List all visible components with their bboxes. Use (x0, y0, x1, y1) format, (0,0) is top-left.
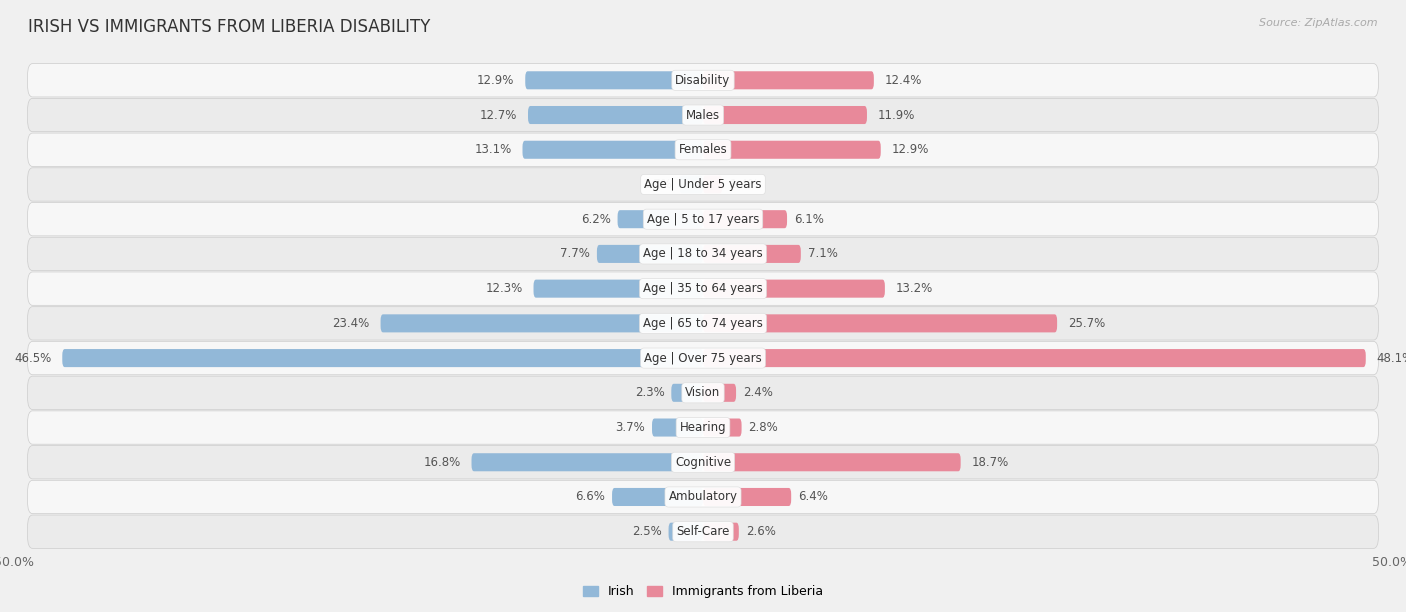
FancyBboxPatch shape (703, 384, 737, 402)
Text: Disability: Disability (675, 74, 731, 87)
FancyBboxPatch shape (28, 99, 1378, 132)
FancyBboxPatch shape (28, 411, 1378, 444)
Text: 13.2%: 13.2% (896, 282, 934, 295)
Text: Age | Over 75 years: Age | Over 75 years (644, 351, 762, 365)
FancyBboxPatch shape (533, 280, 703, 297)
Text: 48.1%: 48.1% (1376, 351, 1406, 365)
Text: 2.5%: 2.5% (631, 525, 662, 538)
Text: 25.7%: 25.7% (1069, 317, 1105, 330)
FancyBboxPatch shape (28, 480, 1378, 513)
Text: 2.6%: 2.6% (745, 525, 776, 538)
Text: Age | 65 to 74 years: Age | 65 to 74 years (643, 317, 763, 330)
FancyBboxPatch shape (703, 210, 787, 228)
Text: 12.4%: 12.4% (884, 74, 922, 87)
Text: Self-Care: Self-Care (676, 525, 730, 538)
FancyBboxPatch shape (669, 523, 703, 541)
FancyBboxPatch shape (703, 106, 868, 124)
FancyBboxPatch shape (529, 106, 703, 124)
FancyBboxPatch shape (612, 488, 703, 506)
Text: 2.8%: 2.8% (748, 421, 778, 434)
FancyBboxPatch shape (703, 453, 960, 471)
Text: Cognitive: Cognitive (675, 456, 731, 469)
FancyBboxPatch shape (703, 349, 1365, 367)
FancyBboxPatch shape (703, 315, 1057, 332)
Text: 12.9%: 12.9% (891, 143, 929, 156)
FancyBboxPatch shape (598, 245, 703, 263)
FancyBboxPatch shape (28, 307, 1378, 340)
FancyBboxPatch shape (703, 280, 884, 297)
FancyBboxPatch shape (28, 203, 1378, 236)
Text: Hearing: Hearing (679, 421, 727, 434)
FancyBboxPatch shape (62, 349, 703, 367)
Text: 1.7%: 1.7% (643, 178, 672, 191)
Text: 2.3%: 2.3% (634, 386, 665, 399)
Text: 6.6%: 6.6% (575, 490, 605, 504)
FancyBboxPatch shape (526, 71, 703, 89)
FancyBboxPatch shape (28, 341, 1378, 375)
Text: 2.4%: 2.4% (742, 386, 773, 399)
Text: 13.1%: 13.1% (474, 143, 512, 156)
Text: 46.5%: 46.5% (14, 351, 51, 365)
Text: 3.7%: 3.7% (616, 421, 645, 434)
FancyBboxPatch shape (703, 176, 723, 193)
FancyBboxPatch shape (703, 419, 741, 436)
FancyBboxPatch shape (28, 446, 1378, 479)
FancyBboxPatch shape (679, 176, 703, 193)
Text: Age | Under 5 years: Age | Under 5 years (644, 178, 762, 191)
Text: Age | 35 to 64 years: Age | 35 to 64 years (643, 282, 763, 295)
Text: 16.8%: 16.8% (423, 456, 461, 469)
Text: Ambulatory: Ambulatory (668, 490, 738, 504)
FancyBboxPatch shape (28, 168, 1378, 201)
Text: 23.4%: 23.4% (332, 317, 370, 330)
FancyBboxPatch shape (471, 453, 703, 471)
Text: IRISH VS IMMIGRANTS FROM LIBERIA DISABILITY: IRISH VS IMMIGRANTS FROM LIBERIA DISABIL… (28, 18, 430, 36)
FancyBboxPatch shape (703, 141, 880, 159)
FancyBboxPatch shape (617, 210, 703, 228)
FancyBboxPatch shape (28, 133, 1378, 166)
Text: 11.9%: 11.9% (877, 108, 915, 122)
Text: Source: ZipAtlas.com: Source: ZipAtlas.com (1260, 18, 1378, 28)
FancyBboxPatch shape (28, 515, 1378, 548)
FancyBboxPatch shape (381, 315, 703, 332)
FancyBboxPatch shape (703, 523, 738, 541)
Text: Vision: Vision (685, 386, 721, 399)
FancyBboxPatch shape (28, 64, 1378, 97)
Text: 18.7%: 18.7% (972, 456, 1010, 469)
FancyBboxPatch shape (703, 245, 801, 263)
Text: 7.7%: 7.7% (560, 247, 591, 261)
FancyBboxPatch shape (523, 141, 703, 159)
Text: 7.1%: 7.1% (807, 247, 838, 261)
Text: 1.4%: 1.4% (730, 178, 759, 191)
Text: Age | 18 to 34 years: Age | 18 to 34 years (643, 247, 763, 261)
FancyBboxPatch shape (703, 488, 792, 506)
FancyBboxPatch shape (671, 384, 703, 402)
FancyBboxPatch shape (28, 376, 1378, 409)
Text: Age | 5 to 17 years: Age | 5 to 17 years (647, 213, 759, 226)
Text: 12.7%: 12.7% (479, 108, 517, 122)
Text: 12.9%: 12.9% (477, 74, 515, 87)
Text: 6.1%: 6.1% (794, 213, 824, 226)
Text: 12.3%: 12.3% (485, 282, 523, 295)
Text: Males: Males (686, 108, 720, 122)
FancyBboxPatch shape (28, 272, 1378, 305)
Text: 6.2%: 6.2% (581, 213, 610, 226)
FancyBboxPatch shape (703, 71, 875, 89)
Text: 6.4%: 6.4% (799, 490, 828, 504)
Legend: Irish, Immigrants from Liberia: Irish, Immigrants from Liberia (578, 580, 828, 603)
Text: Females: Females (679, 143, 727, 156)
FancyBboxPatch shape (28, 237, 1378, 271)
FancyBboxPatch shape (652, 419, 703, 436)
